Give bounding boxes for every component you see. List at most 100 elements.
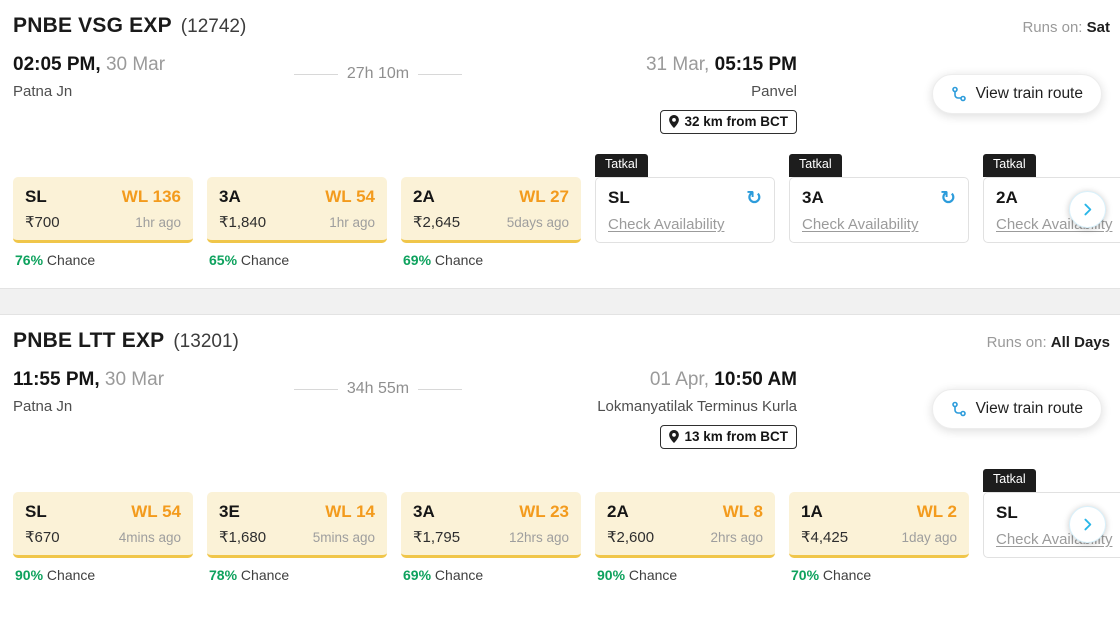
fare-updated: 1day ago xyxy=(901,529,957,545)
fare-row: SL WL 54 ₹670 4mins ago 90% Chance 3E xyxy=(0,469,1120,583)
runs-on: Runs on: All Days xyxy=(987,334,1110,351)
timeline: 02:05 PM, 30 Mar Patna Jn 27h 10m 31 Mar… xyxy=(0,54,1120,134)
runs-on-label: Runs on: xyxy=(986,334,1047,351)
next-fares-button[interactable] xyxy=(1069,191,1106,228)
fare-status: WL 14 xyxy=(325,502,375,521)
fare-card[interactable]: SL WL 136 ₹700 1hr ago xyxy=(13,177,193,243)
chance-percent: 65% xyxy=(209,252,238,268)
fare-price: ₹1,840 xyxy=(219,214,267,231)
chance-label: Chance xyxy=(240,252,290,268)
fare-class: 2A xyxy=(996,188,1018,207)
train-header: PNBE LTT EXP (13201) Runs on: All Days xyxy=(0,327,1120,353)
duration-line xyxy=(293,73,338,75)
fare-price: ₹700 xyxy=(25,214,60,231)
distance-badge: 13 km from BCT xyxy=(660,425,797,449)
arrival-time: 05:15 PM xyxy=(714,54,797,75)
fare-class: SL xyxy=(25,502,47,521)
refresh-icon[interactable]: ↻ xyxy=(746,186,762,209)
fare-price: ₹670 xyxy=(25,529,60,546)
fare-cell: SL WL 54 ₹670 4mins ago 90% Chance xyxy=(13,469,193,583)
fare-status: WL 23 xyxy=(519,502,569,521)
train-list: PNBE VSG EXP (12742) Runs on: Sat 02:05 … xyxy=(0,12,1120,603)
fare-class: 1A xyxy=(801,502,823,521)
check-availability-link[interactable]: Check Availability xyxy=(802,216,919,233)
departure-time: 02:05 PM, xyxy=(13,54,101,75)
tatkal-fare-card[interactable]: 3A ↻ Check Availability xyxy=(789,177,969,243)
chance-percent: 69% xyxy=(403,252,432,268)
chance-text: 65% Chance xyxy=(207,252,387,268)
view-train-route-label: View train route xyxy=(975,400,1083,417)
arrival-block: 31 Mar, 05:15 PM Panvel 32 km from BCT xyxy=(463,54,797,134)
fare-card[interactable]: 2A WL 27 ₹2,645 5days ago xyxy=(401,177,581,243)
chance-text: 69% Chance xyxy=(401,567,581,583)
fare-cell: 1A WL 2 ₹4,425 1day ago 70% Chance xyxy=(789,469,969,583)
train-name: PNBE LTT EXP xyxy=(13,329,165,352)
fare-cell: 3A WL 23 ₹1,795 12hrs ago 69% Chance xyxy=(401,469,581,583)
chance-text: 76% Chance xyxy=(13,252,193,268)
arrival-date: 01 Apr, xyxy=(649,369,709,390)
fare-cell: 2A WL 8 ₹2,600 2hrs ago 90% Chance xyxy=(595,469,775,583)
view-train-route-button[interactable]: View train route xyxy=(931,389,1102,429)
chance-percent: 78% xyxy=(209,567,238,583)
duration-line xyxy=(418,73,463,75)
fare-updated: 12hrs ago xyxy=(508,529,569,545)
chance-label: Chance xyxy=(434,252,484,268)
tatkal-badge: Tatkal xyxy=(789,154,842,177)
chance-label: Chance xyxy=(46,252,96,268)
fare-updated: 1hr ago xyxy=(135,214,181,230)
tatkal-badge: Tatkal xyxy=(983,469,1036,492)
runs-on-value: Sat xyxy=(1086,19,1110,36)
fare-status: WL 8 xyxy=(722,502,763,521)
fare-class: 3A xyxy=(219,187,241,206)
route-icon xyxy=(951,86,966,102)
fare-card[interactable]: 1A WL 2 ₹4,425 1day ago xyxy=(789,492,969,558)
chance-label: Chance xyxy=(46,567,96,583)
fare-class: SL xyxy=(25,187,47,206)
chevron-right-icon xyxy=(1084,203,1092,216)
arrival-station: Panvel xyxy=(751,83,797,100)
next-fares-button[interactable] xyxy=(1069,506,1106,543)
view-train-route-button[interactable]: View train route xyxy=(931,74,1102,114)
fare-card[interactable]: SL WL 54 ₹670 4mins ago xyxy=(13,492,193,558)
chance-label: Chance xyxy=(434,567,484,583)
fare-price: ₹4,425 xyxy=(801,529,849,546)
tatkal-fare-card[interactable]: SL ↻ Check Availability xyxy=(595,177,775,243)
fare-class: 2A xyxy=(413,187,435,206)
fare-status: WL 2 xyxy=(916,502,957,521)
chance-percent: 70% xyxy=(791,567,820,583)
refresh-icon[interactable]: ↻ xyxy=(940,186,956,209)
train-number: (13201) xyxy=(173,331,239,352)
fare-card[interactable]: 3E WL 14 ₹1,680 5mins ago xyxy=(207,492,387,558)
distance-badge-text: 13 km from BCT xyxy=(684,429,788,444)
fare-card[interactable]: 3A WL 23 ₹1,795 12hrs ago xyxy=(401,492,581,558)
duration-block: 34h 55m xyxy=(293,380,463,398)
fare-class: SL xyxy=(608,188,630,207)
runs-on-label: Runs on: xyxy=(1022,19,1083,36)
chance-percent: 90% xyxy=(15,567,44,583)
duration-block: 27h 10m xyxy=(293,65,463,83)
fare-card[interactable]: 2A WL 8 ₹2,600 2hrs ago xyxy=(595,492,775,558)
train-header: PNBE VSG EXP (12742) Runs on: Sat xyxy=(0,12,1120,38)
distance-badge: 32 km from BCT xyxy=(660,110,797,134)
route-icon xyxy=(951,401,966,417)
departure-date: 30 Mar xyxy=(104,369,165,390)
fare-price: ₹2,600 xyxy=(607,529,655,546)
fare-cell: SL WL 136 ₹700 1hr ago 76% Chance xyxy=(13,154,193,268)
train-card: PNBE LTT EXP (13201) Runs on: All Days 1… xyxy=(0,315,1120,603)
timeline: 11:55 PM, 30 Mar Patna Jn 34h 55m 01 Apr… xyxy=(0,369,1120,449)
fare-status: WL 54 xyxy=(131,502,181,521)
fare-status: WL 27 xyxy=(519,187,569,206)
location-pin-icon xyxy=(669,115,680,128)
view-train-route-label: View train route xyxy=(975,85,1083,102)
fare-class: 3E xyxy=(219,502,240,521)
fare-updated: 2hrs ago xyxy=(710,529,763,545)
departure-block: 02:05 PM, 30 Mar Patna Jn xyxy=(13,54,293,100)
chance-label: Chance xyxy=(240,567,290,583)
check-availability-link[interactable]: Check Availability xyxy=(608,216,725,233)
fare-updated: 4mins ago xyxy=(118,529,181,545)
duration-text: 34h 55m xyxy=(346,380,410,397)
fare-card[interactable]: 3A WL 54 ₹1,840 1hr ago xyxy=(207,177,387,243)
departure-station: Patna Jn xyxy=(13,83,73,100)
tatkal-cell: Tatkal 3A ↻ Check Availability xyxy=(789,154,969,268)
arrival-date: 31 Mar, xyxy=(645,54,710,75)
